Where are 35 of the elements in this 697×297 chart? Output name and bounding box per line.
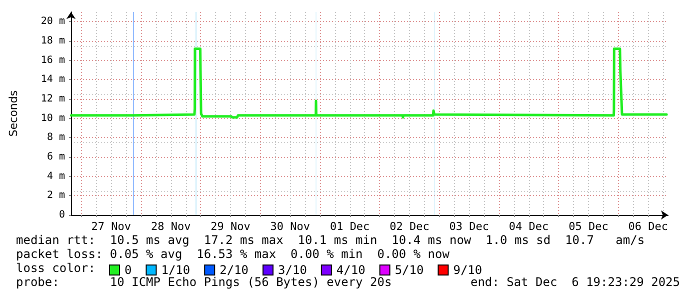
y-tick-label: 12 m [40,94,65,104]
x-tick-label: 03 Dec [449,220,490,233]
y-tick-label: 14 m [40,74,65,86]
y-tick-label: 10 m [40,112,65,124]
y-tick-label: 2 m [46,190,65,202]
y-tick-label: 20 m [40,16,65,28]
x-tick-label: 02 Dec [390,220,430,233]
legend-label: 9/10 [453,263,482,277]
x-tick-label: 04 Dec [508,220,549,233]
x-tick-label: 29 Nov [210,220,251,233]
y-tick-label: 16 m [40,54,65,66]
text: median rtt: 10.5 ms avg 17.2 ms max 10.1 ms min 10.4 ms now 1.0 ms sd 10.7 am/s [16,233,645,247]
text: probe: 10 ICMP Echo Pings (56 Bytes) every 20s [16,275,392,289]
x-tick-label: 06 Dec [628,220,668,233]
x-tick-label: 05 Dec [568,220,608,233]
line-series [70,47,668,119]
y-axis-title: Seconds [7,90,20,137]
text: packet loss: 0.05 % avg 16.53 % max 0.00 % min 0.00 % now [16,247,450,261]
x-tick-label: 28 Nov [150,220,192,233]
x-tick-label: 27 Nov [91,220,132,233]
y-tick-label: 0 [58,210,65,220]
legend-title: loss color: [16,261,96,275]
legend-label: 4/10 [336,263,366,277]
x-tick-label: 01 Dec [330,220,370,233]
x-tick-label: 30 Nov [270,220,310,233]
y-tick-label: 4 m [46,170,65,182]
y-tick-label: 6 m [46,152,65,162]
legend-label: 0 [124,263,132,277]
y-tick-label: 8 m [46,132,65,144]
y-tick-label: 18 m [40,36,65,46]
text: end: Sat Dec 6 19:23:29 2025 [470,275,680,289]
legend-label: 3/10 [278,263,307,277]
legend-label: 5/10 [394,263,424,277]
legend-label: 1/10 [161,263,190,277]
legend-label: 2/10 [220,263,249,277]
